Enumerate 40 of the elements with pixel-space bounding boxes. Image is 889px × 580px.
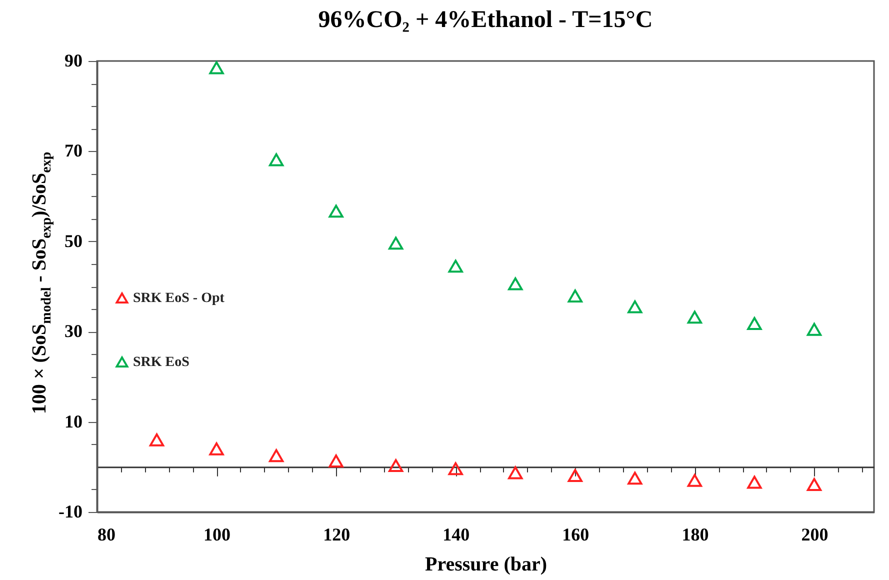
point: [687, 310, 702, 324]
point: [628, 300, 642, 314]
x-tick-label: 160: [562, 524, 590, 544]
point: [328, 204, 344, 218]
point: [268, 449, 284, 462]
point: [388, 459, 404, 472]
point: [268, 153, 284, 166]
y-tick-label: 30: [64, 321, 82, 342]
point: [209, 442, 224, 456]
point: [687, 474, 702, 487]
y-tick-label: 90: [64, 50, 82, 70]
y-tick-label: 50: [64, 230, 82, 251]
y-tick-label: 70: [64, 140, 82, 161]
point: [209, 61, 224, 74]
point: [448, 462, 463, 476]
point: [508, 277, 523, 290]
x-tick-label: 200: [801, 524, 828, 544]
point: [149, 433, 164, 446]
point: [388, 236, 404, 250]
x-tick-label: 80: [98, 524, 116, 544]
x-axis-title: Pressure (bar): [424, 554, 548, 576]
x-tick-label: 180: [682, 524, 709, 544]
point: [448, 260, 463, 273]
point: [508, 466, 523, 480]
y-tick-label: -10: [58, 502, 82, 522]
chart-title: 96%CO₂ + 4%Ethanol - T=15°C: [318, 7, 653, 33]
point: [747, 317, 762, 330]
y-tick-label: 10: [64, 411, 82, 432]
point: [806, 322, 822, 336]
point: [628, 472, 642, 485]
x-tick-label: 120: [323, 524, 350, 544]
legend-label: SRK EoS: [133, 355, 190, 370]
point: [568, 289, 582, 302]
point: [747, 476, 762, 489]
x-tick-label: 140: [442, 524, 470, 544]
x-tick-label: 100: [204, 524, 231, 544]
point: [568, 468, 582, 482]
point: [328, 454, 344, 468]
legend-label: SRK EoS - Opt: [133, 291, 225, 306]
point: [806, 478, 822, 491]
